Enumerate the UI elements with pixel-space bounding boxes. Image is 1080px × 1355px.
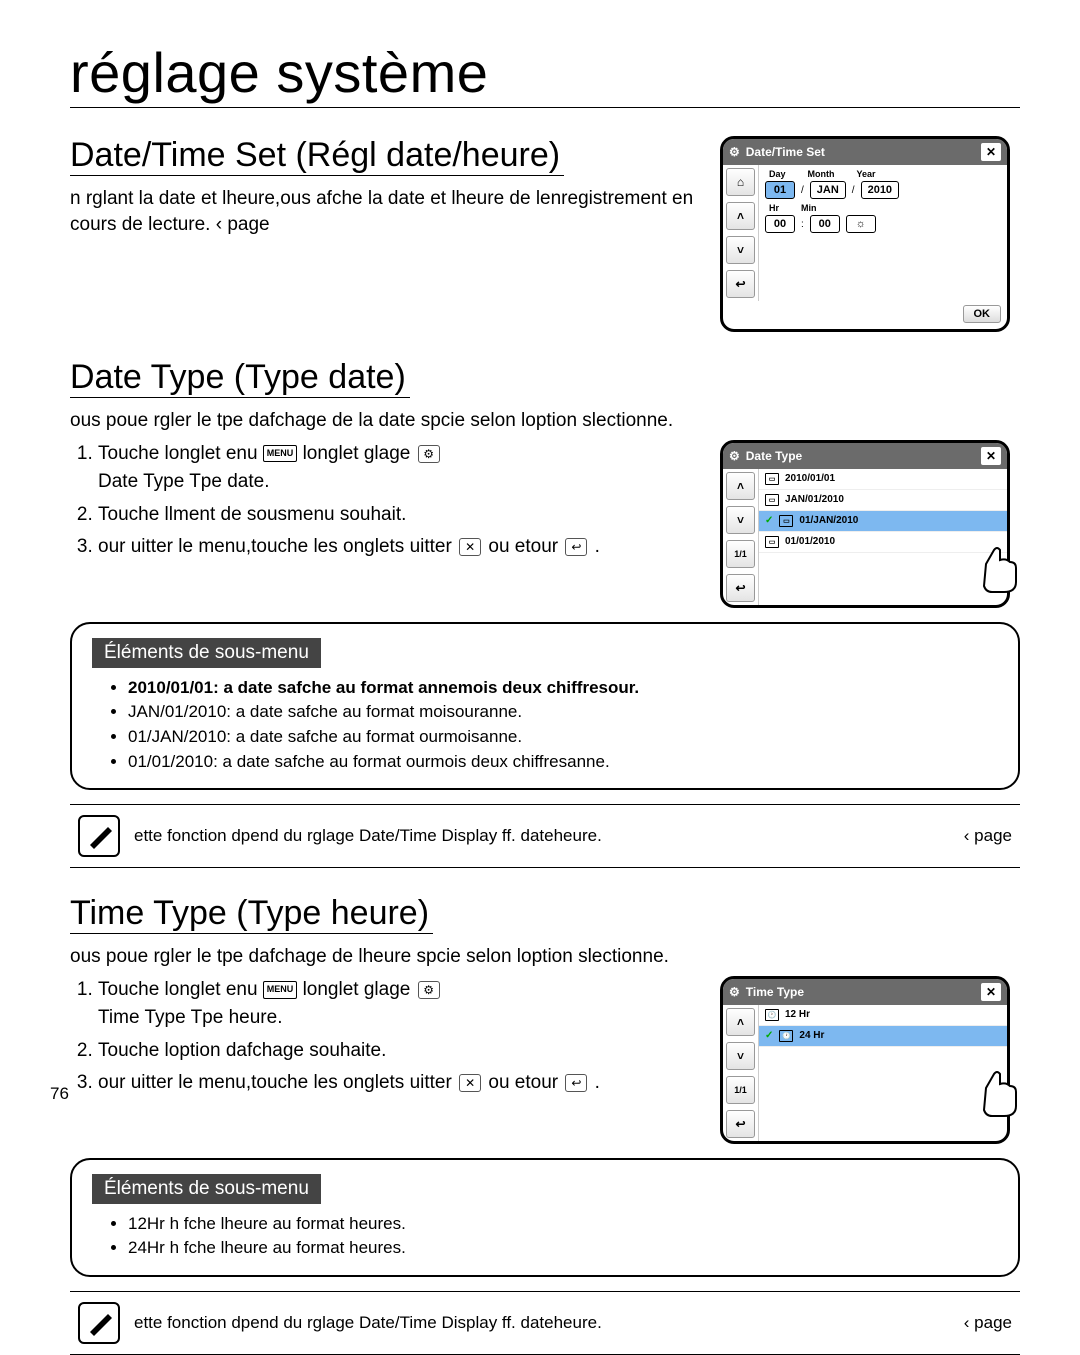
close-icon[interactable]: ✕ bbox=[981, 983, 1001, 1001]
return-button[interactable]: ↩ bbox=[726, 1110, 755, 1138]
note-row: ette fonction dpend du rglage Date/Time … bbox=[70, 804, 1020, 868]
clock-icon: 🕐 bbox=[779, 1030, 793, 1042]
note-icon bbox=[78, 1302, 120, 1344]
steps-list: Touche longlet enu MENU longlet glage ⚙ … bbox=[70, 440, 700, 562]
section-title: Date Type (Type date) bbox=[70, 358, 410, 398]
gear-icon: ⚙ bbox=[729, 145, 740, 159]
up-button[interactable]: ˄ bbox=[726, 202, 755, 230]
option-row[interactable]: 🕐12 Hr bbox=[759, 1005, 1007, 1026]
submenu-box: Éléments de sous-menu 12Hr h fche lheure… bbox=[70, 1158, 1020, 1277]
page-indicator: 1/1 bbox=[726, 1076, 755, 1104]
submenu-item: 2010/01/01: a date safche au format anne… bbox=[128, 676, 998, 701]
submenu-item: JAN/01/2010: a date safche au format moi… bbox=[128, 700, 998, 725]
close-icon[interactable]: ✕ bbox=[981, 447, 1001, 465]
page-number: 76 bbox=[50, 1084, 69, 1104]
note-page-ref: ‹ page bbox=[964, 1313, 1012, 1333]
clock-icon: 🕐 bbox=[765, 1009, 779, 1021]
steps-list: Touche longlet enu MENU longlet glage ⚙ … bbox=[70, 976, 700, 1098]
down-button[interactable]: ˅ bbox=[726, 1042, 755, 1070]
menu-icon: MENU bbox=[263, 445, 298, 463]
label-hr: Hr bbox=[769, 203, 779, 213]
submenu-label: Éléments de sous-menu bbox=[92, 638, 321, 668]
val-min[interactable]: 00 bbox=[810, 215, 840, 233]
section-desc: ous poue rgler le tpe dafchage de lheure… bbox=[70, 944, 1020, 970]
option-row[interactable]: ▭JAN/01/2010 bbox=[759, 490, 1007, 511]
close-icon: ✕ bbox=[459, 1074, 481, 1092]
return-icon: ↩ bbox=[565, 538, 587, 556]
note-page-ref: ‹ page bbox=[964, 826, 1012, 846]
date-icon: ▭ bbox=[779, 515, 793, 527]
option-row[interactable]: ▭01/01/2010 bbox=[759, 532, 1007, 553]
section-desc: n rglant la date et lheure,ous afche la … bbox=[70, 186, 700, 237]
note-text: ette fonction dpend du rglage Date/Time … bbox=[134, 826, 602, 846]
step-1: Touche longlet enu MENU longlet glage ⚙ … bbox=[98, 976, 700, 1033]
up-button[interactable]: ˄ bbox=[726, 472, 755, 500]
page-indicator: 1/1 bbox=[726, 540, 755, 568]
gear-icon: ⚙ bbox=[418, 445, 440, 463]
step-2: Touche loption dafchage souhaite. bbox=[98, 1037, 700, 1066]
submenu-label: Éléments de sous-menu bbox=[92, 1174, 321, 1204]
option-row-selected[interactable]: ✓▭01/JAN/2010 bbox=[759, 511, 1007, 532]
return-button[interactable]: ↩ bbox=[726, 574, 755, 602]
step-1: Touche longlet enu MENU longlet glage ⚙ … bbox=[98, 440, 700, 497]
option-row[interactable]: ▭2010/01/01 bbox=[759, 469, 1007, 490]
gear-icon: ⚙ bbox=[729, 449, 740, 463]
val-hr[interactable]: 00 bbox=[765, 215, 795, 233]
submenu-item: 24Hr h fche lheure au format heures. bbox=[128, 1236, 998, 1261]
note-text: ette fonction dpend du rglage Date/Time … bbox=[134, 1313, 602, 1333]
option-row-selected[interactable]: ✓🕐24 Hr bbox=[759, 1026, 1007, 1047]
gear-icon: ⚙ bbox=[418, 981, 440, 999]
label-year: Year bbox=[857, 169, 876, 179]
label-min: Min bbox=[801, 203, 817, 213]
step-2: Touche llment de sousmenu souhait. bbox=[98, 501, 700, 530]
screen-time-type: ⚙ Time Type ✕ ˄ ˅ 1/1 ↩ 🕐12 Hr bbox=[720, 976, 1010, 1144]
note-row: ette fonction dpend du rglage Date/Time … bbox=[70, 1291, 1020, 1355]
val-month[interactable]: JAN bbox=[810, 181, 846, 199]
label-month: Month bbox=[808, 169, 835, 179]
check-icon: ✓ bbox=[765, 1030, 773, 1041]
up-button[interactable]: ˄ bbox=[726, 1008, 755, 1036]
dst-icon[interactable]: ☼ bbox=[846, 215, 876, 233]
home-button[interactable]: ⌂ bbox=[726, 168, 755, 196]
close-icon[interactable]: ✕ bbox=[981, 143, 1001, 161]
down-button[interactable]: ˅ bbox=[726, 506, 755, 534]
section-time-type: Time Type (Type heure) ous poue rgler le… bbox=[70, 894, 1020, 1355]
gear-icon: ⚙ bbox=[729, 985, 740, 999]
submenu-item: 01/JAN/2010: a date safche au format our… bbox=[128, 725, 998, 750]
screen-datetime-set: ⚙ Date/Time Set ✕ ⌂ ˄ ˅ ↩ Day bbox=[720, 136, 1010, 332]
note-icon bbox=[78, 815, 120, 857]
date-icon: ▭ bbox=[765, 473, 779, 485]
ok-button[interactable]: OK bbox=[963, 305, 1002, 323]
submenu-item: 01/01/2010: a date safche au format ourm… bbox=[128, 750, 998, 775]
date-icon: ▭ bbox=[765, 494, 779, 506]
return-button[interactable]: ↩ bbox=[726, 270, 755, 298]
screen-header-text: Time Type bbox=[746, 985, 804, 999]
section-desc: ous poue rgler le tpe dafchage de la dat… bbox=[70, 408, 1020, 434]
date-icon: ▭ bbox=[765, 536, 779, 548]
screen-header-text: Date Type bbox=[746, 449, 802, 463]
close-icon: ✕ bbox=[459, 538, 481, 556]
screen-header-text: Date/Time Set bbox=[746, 145, 825, 159]
submenu-item: 12Hr h fche lheure au format heures. bbox=[128, 1212, 998, 1237]
section-date-type: Date Type (Type date) ous poue rgler le … bbox=[70, 358, 1020, 868]
menu-icon: MENU bbox=[263, 981, 298, 999]
screen-date-type: ⚙ Date Type ✕ ˄ ˅ 1/1 ↩ ▭2010/01 bbox=[720, 440, 1010, 608]
val-year[interactable]: 2010 bbox=[861, 181, 899, 199]
submenu-box: Éléments de sous-menu 2010/01/01: a date… bbox=[70, 622, 1020, 791]
val-day[interactable]: 01 bbox=[765, 181, 795, 199]
down-button[interactable]: ˅ bbox=[726, 236, 755, 264]
return-icon: ↩ bbox=[565, 1074, 587, 1092]
step-3: our uitter le menu,touche les onglets ui… bbox=[98, 1069, 700, 1098]
check-icon: ✓ bbox=[765, 515, 773, 526]
section-title: Time Type (Type heure) bbox=[70, 894, 433, 934]
label-day: Day bbox=[769, 169, 786, 179]
section-title: Date/Time Set (Régl date/heure) bbox=[70, 136, 564, 176]
page-title: réglage système bbox=[70, 40, 1020, 108]
step-3: our uitter le menu,touche les onglets ui… bbox=[98, 533, 700, 562]
section-datetime-set: Date/Time Set (Régl date/heure) n rglant… bbox=[70, 136, 1020, 332]
